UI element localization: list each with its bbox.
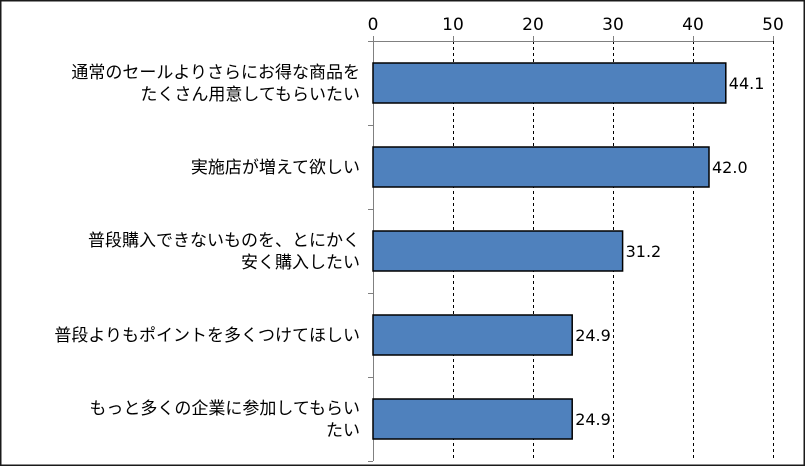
bar-2	[372, 230, 624, 272]
data-label: 24.9	[575, 326, 611, 345]
bar-3	[372, 314, 573, 356]
category-label-line: 実施店が増えて欲しい	[191, 158, 360, 178]
data-label: 42.0	[712, 158, 748, 177]
data-label: 31.2	[626, 242, 662, 261]
x-tick-label: 30	[602, 15, 624, 35]
data-label: 44.1	[729, 74, 765, 93]
data-label: 24.9	[575, 410, 611, 429]
category-label-line: 普段購入できないものを、とにかく	[88, 231, 360, 251]
x-tick-label: 10	[442, 15, 464, 35]
bar-1	[372, 146, 710, 188]
category-label: 実施店が増えて欲しい	[191, 158, 360, 178]
category-label-line: もっと多くの企業に参加してもらい	[89, 399, 360, 419]
x-tick-label: 40	[682, 15, 704, 35]
bar-0	[372, 62, 727, 104]
category-label-line: たくさん用意してもらいたい	[140, 85, 360, 105]
category-label-line: 通常のセールよりさらにお得な商品を	[71, 63, 360, 83]
category-label: 普段よりもポイントを多くつけてほしい	[54, 326, 360, 346]
category-label-line: 安く購入したい	[241, 253, 360, 273]
category-label: 普段購入できないものを、とにかく安く購入したい	[88, 231, 360, 273]
x-tick-label: 50	[762, 15, 784, 35]
category-label: 通常のセールよりさらにお得な商品をたくさん用意してもらいたい	[71, 63, 360, 105]
labels: 0 10 20 30 40 50 通常のセールよりさらにお得な商品をたくさん用意してもらいた…	[54, 15, 783, 441]
category-label: もっと多くの企業に参加してもらいたい	[89, 399, 360, 441]
category-label-line: 普段よりもポイントを多くつけてほしい	[54, 326, 360, 346]
category-label-line: たい	[326, 421, 360, 441]
bars	[372, 62, 727, 440]
x-tick-label: 20	[522, 15, 544, 35]
bar-4	[372, 398, 573, 440]
x-tick-label: 0	[368, 15, 379, 35]
